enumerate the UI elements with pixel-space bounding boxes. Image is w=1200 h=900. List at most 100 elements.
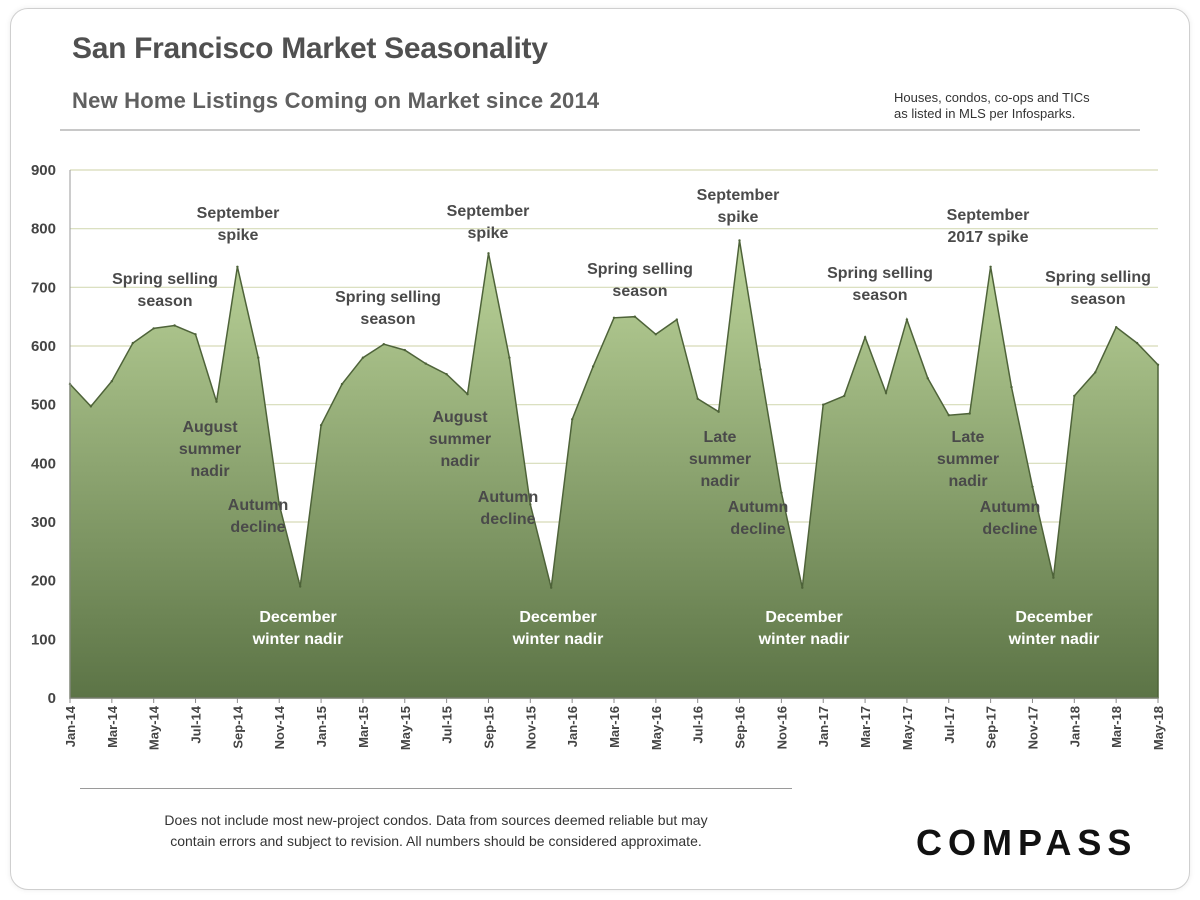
data-point: [110, 380, 114, 383]
annotation-label: September spike: [447, 203, 530, 242]
data-point: [194, 333, 197, 336]
x-tick-label: Sep-14: [230, 705, 245, 748]
annotation-label: Spring selling season: [1045, 269, 1151, 308]
data-point: [843, 394, 846, 398]
data-point: [717, 410, 720, 413]
data-point: [1052, 576, 1055, 579]
x-tick-label: Jul-14: [189, 705, 204, 743]
data-point: [403, 348, 406, 352]
source-note-line-1: Houses, condos, co-ops and TICs: [894, 90, 1090, 105]
data-point: [215, 400, 218, 403]
data-point: [299, 585, 302, 588]
data-point: [905, 318, 909, 321]
x-tick-label: May-15: [398, 706, 413, 750]
y-tick-label: 600: [31, 338, 56, 355]
annotation-label: December winter nadir: [758, 609, 850, 648]
x-tick-label: Jan-18: [1067, 706, 1082, 747]
data-point: [696, 397, 699, 400]
disclaimer-line-1: Does not include most new-project condos…: [164, 812, 708, 828]
data-point: [236, 265, 239, 268]
x-tick-label: Jan-15: [314, 706, 329, 747]
area-series: [68, 239, 1160, 699]
x-tick-label: Jul-17: [942, 706, 957, 744]
data-point: [319, 424, 323, 427]
source-note: Houses, condos, co-ops and TICs as liste…: [894, 90, 1090, 122]
data-point: [633, 315, 637, 318]
footer-divider: [80, 788, 792, 789]
header-divider: [60, 129, 1140, 131]
data-point: [445, 373, 448, 376]
page-title: San Francisco Market Seasonality: [72, 32, 548, 65]
data-point: [780, 491, 783, 494]
data-point: [529, 503, 532, 506]
data-point: [466, 392, 469, 396]
x-tick-label: Sep-15: [481, 706, 496, 749]
x-tick-label: Nov-16: [774, 706, 789, 749]
x-tick-label: Jan-16: [565, 706, 580, 747]
data-point: [822, 403, 825, 406]
annotation-label: December winter nadir: [252, 609, 344, 648]
y-tick-label: 400: [31, 455, 56, 472]
annotation-label: Spring selling season: [112, 271, 218, 310]
area-fill: [69, 240, 1159, 699]
data-point: [612, 316, 616, 319]
data-point: [257, 356, 260, 359]
data-point: [947, 414, 950, 417]
x-axis: Jan-14 Mar-14 May-14 Jul-14 Sep-14 Nov-14 Jan-…: [63, 697, 1166, 750]
annotation-label: September spike: [697, 187, 780, 226]
disclaimer-line-2: contain errors and subject to revision. …: [170, 833, 702, 849]
annotation-label: September 2017 spike: [947, 207, 1030, 246]
annotation-label: September spike: [197, 205, 280, 244]
annotation-label: Late summer nadir: [937, 429, 999, 490]
data-point: [382, 343, 385, 346]
data-point: [1094, 371, 1097, 374]
x-tick-label: Mar-15: [356, 706, 371, 748]
data-point: [550, 586, 553, 589]
data-point: [801, 586, 804, 589]
x-tick-label: Nov-17: [1025, 706, 1040, 749]
x-tick-label: Jul-15: [440, 706, 455, 744]
data-point: [487, 252, 490, 255]
y-tick-label: 200: [31, 573, 56, 590]
x-tick-label: May-17: [900, 706, 915, 750]
data-point: [571, 418, 574, 421]
y-tick-label: 900: [31, 162, 56, 179]
data-point: [131, 341, 134, 345]
data-point: [863, 336, 867, 339]
data-point: [424, 362, 427, 365]
annotation-label: December winter nadir: [512, 609, 604, 648]
x-tick-label: Jul-16: [691, 706, 706, 744]
data-point: [152, 327, 155, 330]
y-tick-label: 800: [31, 221, 56, 238]
x-tick-label: Sep-17: [984, 706, 999, 749]
x-tick-label: May-16: [649, 706, 664, 750]
data-point: [173, 324, 176, 327]
data-point: [738, 239, 741, 242]
x-tick-label: Mar-14: [105, 705, 120, 748]
x-tick-label: Sep-16: [733, 706, 748, 749]
data-point: [1010, 385, 1013, 389]
page-subtitle: New Home Listings Coming on Market since…: [72, 88, 600, 113]
annotation-label: Autumn decline: [228, 497, 288, 536]
annotation-label: Autumn decline: [478, 489, 538, 528]
data-point: [89, 405, 93, 408]
x-tick-label: Jan-14: [63, 705, 78, 747]
data-point: [989, 265, 992, 268]
annotation-label: Spring selling season: [827, 265, 933, 304]
x-tick-label: Mar-16: [607, 706, 622, 748]
annotation-label: Autumn decline: [980, 499, 1040, 538]
y-tick-label: 0: [48, 690, 56, 707]
source-note-line-2: as listed in MLS per Infosparks.: [894, 106, 1076, 121]
data-point: [968, 412, 971, 415]
x-tick-label: Nov-14: [272, 705, 287, 749]
data-point: [654, 333, 657, 336]
x-tick-label: Nov-15: [523, 706, 538, 749]
data-point: [884, 391, 888, 395]
data-point: [1156, 363, 1160, 366]
annotation-label: Late summer nadir: [689, 429, 751, 490]
data-point: [508, 356, 511, 359]
data-point: [591, 365, 595, 368]
y-tick-label: 100: [31, 631, 56, 648]
